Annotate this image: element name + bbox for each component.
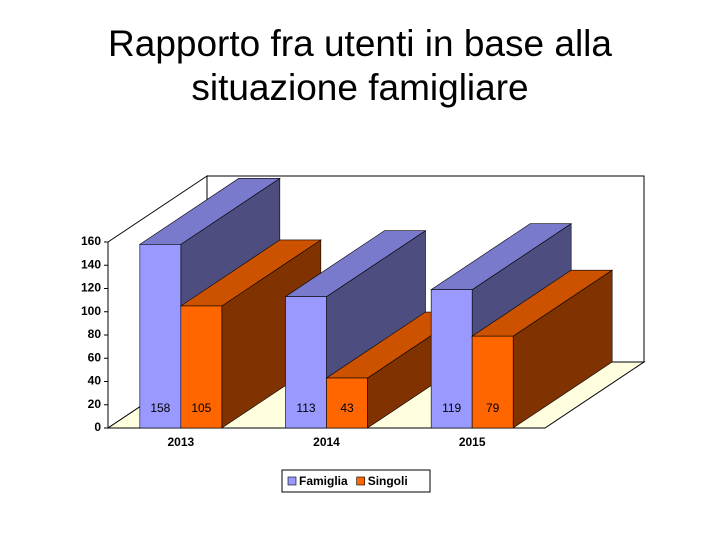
y-tick-label: 100 bbox=[81, 304, 101, 318]
x-tick-label: 2013 bbox=[167, 435, 194, 449]
y-tick-label: 160 bbox=[81, 234, 101, 248]
legend-swatch bbox=[287, 476, 297, 486]
bar bbox=[471, 335, 514, 429]
y-tick-label: 140 bbox=[81, 257, 101, 271]
x-tick-label: 2015 bbox=[459, 435, 486, 449]
data-label: 105 bbox=[191, 401, 211, 415]
bar bbox=[180, 305, 223, 429]
y-tick-label: 120 bbox=[81, 281, 101, 295]
legend-label: Famiglia bbox=[299, 474, 348, 488]
bar bbox=[430, 289, 473, 429]
data-label: 158 bbox=[150, 401, 170, 415]
y-tick-label: 0 bbox=[94, 420, 101, 434]
bar bbox=[139, 244, 182, 429]
y-tick-label: 80 bbox=[88, 327, 102, 341]
y-tick-label: 20 bbox=[88, 397, 102, 411]
legend-swatch bbox=[356, 476, 365, 486]
y-tick-label: 60 bbox=[88, 350, 102, 364]
y-tick-label: 40 bbox=[88, 374, 102, 388]
legend-box bbox=[281, 469, 431, 493]
legend-label: Singoli bbox=[368, 474, 408, 488]
bar bbox=[326, 377, 368, 429]
data-label: 113 bbox=[296, 401, 315, 415]
data-label: 43 bbox=[340, 401, 354, 415]
x-tick-label: 2014 bbox=[313, 435, 340, 449]
chart-title: Rapporto fra utenti in base alla situazi… bbox=[108, 23, 612, 108]
data-label: 79 bbox=[486, 401, 500, 415]
bar bbox=[285, 296, 327, 429]
data-label: 119 bbox=[442, 401, 461, 415]
